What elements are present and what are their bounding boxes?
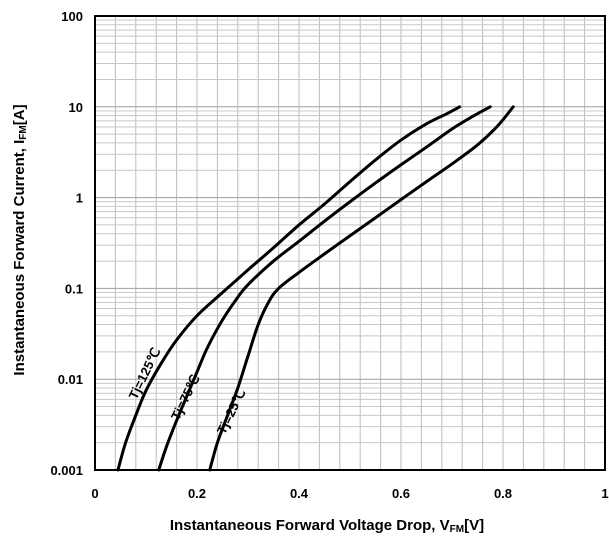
y-tick-label: 1 — [76, 191, 83, 206]
y-tick-label: 0.1 — [65, 281, 83, 296]
x-tick-label: 0.8 — [494, 486, 512, 501]
x-tick-label: 0 — [91, 486, 98, 501]
series-tj-25 — [208, 105, 515, 472]
x-tick-label: 0.6 — [392, 486, 410, 501]
series-tj-125 — [116, 105, 462, 472]
x-tick-label: 0.2 — [188, 486, 206, 501]
grid — [95, 16, 605, 470]
curve-labels: Tj=125℃ Tj=75℃ Tj=25℃ — [126, 345, 249, 436]
curve-label: Tj=25℃ — [214, 386, 249, 436]
y-tick-label: 10 — [69, 100, 83, 115]
y-tick-label: 0.001 — [50, 463, 83, 478]
plot-frame — [94, 15, 606, 471]
x-tick-label: 1 — [601, 486, 608, 501]
series-group — [116, 105, 515, 472]
x-axis-label: Instantaneous Forward Voltage Drop, VFM[… — [170, 517, 484, 535]
y-axis-label: Instantaneous Forward Current, IFM[A] — [11, 104, 29, 375]
x-axis-ticks: 0 0.2 0.4 0.6 0.8 1 — [91, 486, 608, 501]
y-tick-label: 0.01 — [58, 372, 83, 387]
x-tick-label: 0.4 — [290, 486, 309, 501]
y-tick-label: 100 — [61, 9, 83, 24]
y-axis-ticks: 0.001 0.01 0.1 1 10 100 — [50, 9, 83, 478]
series-tj-75 — [157, 105, 492, 472]
